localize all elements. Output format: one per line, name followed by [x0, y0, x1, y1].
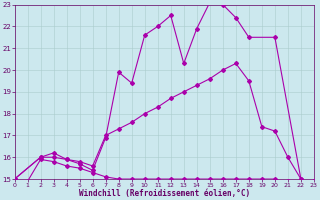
X-axis label: Windchill (Refroidissement éolien,°C): Windchill (Refroidissement éolien,°C) [79, 189, 250, 198]
